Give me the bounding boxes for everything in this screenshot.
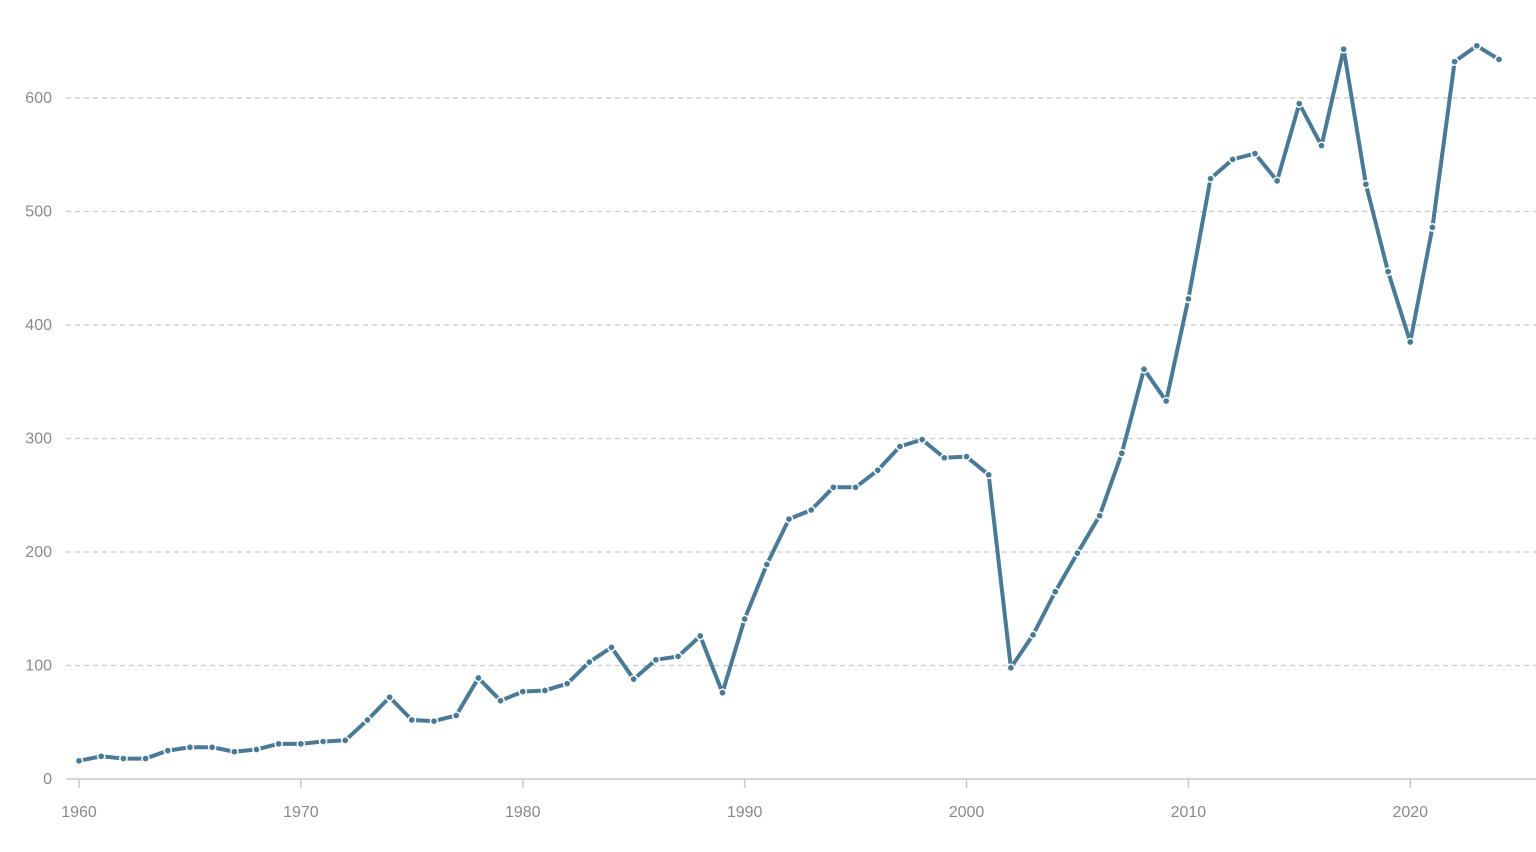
data-point[interactable] [1028, 630, 1038, 640]
data-point[interactable] [540, 686, 550, 695]
data-point[interactable] [340, 736, 350, 745]
y-tick-label: 400 [25, 317, 52, 334]
data-point[interactable] [718, 688, 727, 698]
data-point[interactable] [1006, 663, 1016, 673]
data-point[interactable] [1050, 587, 1060, 597]
data-point[interactable] [496, 696, 505, 706]
data-point[interactable] [1317, 141, 1326, 151]
data-point[interactable] [740, 614, 749, 624]
x-axis-labels: 1960 1970 1980 1990 2000 2010 2020 [61, 804, 1428, 821]
data-point[interactable] [252, 745, 261, 754]
data-point[interactable] [784, 514, 794, 524]
data-point[interactable] [939, 453, 949, 463]
data-point[interactable] [1472, 41, 1482, 51]
data-point[interactable] [1450, 57, 1459, 67]
x-tick-label: 1960 [61, 804, 97, 821]
data-point[interactable] [1383, 267, 1393, 277]
data-point[interactable] [518, 687, 528, 696]
data-point[interactable] [1073, 548, 1082, 558]
series-line [77, 43, 1501, 763]
data-point[interactable] [229, 747, 239, 757]
data-point[interactable] [806, 505, 816, 515]
y-tick-label: 300 [25, 431, 52, 448]
data-point[interactable] [1294, 99, 1304, 109]
y-tick-label: 0 [43, 771, 52, 788]
data-point[interactable] [318, 737, 328, 746]
data-point[interactable] [296, 739, 306, 749]
data-point[interactable] [474, 673, 483, 683]
x-tick-label: 1980 [505, 804, 541, 821]
data-point[interactable] [873, 465, 883, 475]
data-point[interactable] [385, 692, 394, 702]
data-point[interactable] [1139, 364, 1149, 374]
y-axis-labels: 0 100 200 300 400 500 600 [25, 90, 52, 788]
data-point[interactable] [584, 657, 594, 667]
x-tick-label: 1970 [283, 804, 319, 821]
data-point[interactable] [1339, 44, 1349, 54]
x-axis [66, 778, 1536, 788]
data-point[interactable] [429, 716, 439, 726]
data-point[interactable] [185, 742, 195, 752]
y-tick-label: 100 [25, 658, 52, 675]
data-point[interactable] [562, 679, 572, 689]
data-point[interactable] [917, 435, 927, 444]
data-point[interactable] [1206, 174, 1215, 183]
data-point[interactable] [1228, 154, 1238, 164]
data-point[interactable] [1428, 223, 1437, 232]
data-point[interactable] [1405, 337, 1415, 347]
data-point[interactable] [895, 442, 905, 451]
y-tick-label: 500 [25, 204, 52, 221]
data-point[interactable] [451, 711, 461, 720]
data-point[interactable] [851, 482, 860, 492]
grid-layer [66, 97, 1536, 667]
data-point[interactable] [1361, 179, 1371, 189]
y-tick-label: 200 [25, 544, 52, 561]
data-point[interactable] [363, 715, 372, 725]
data-point[interactable] [407, 715, 417, 725]
data-point[interactable] [651, 655, 661, 665]
x-tick-label: 2000 [949, 804, 985, 821]
data-point[interactable] [1184, 294, 1193, 304]
data-point[interactable] [96, 751, 106, 761]
data-point[interactable] [1494, 55, 1504, 64]
x-tick-label: 1990 [727, 804, 763, 821]
data-point[interactable] [762, 560, 772, 569]
y-tick-label: 600 [25, 90, 52, 107]
series-layer [77, 43, 1501, 763]
data-point[interactable] [695, 631, 705, 641]
data-point[interactable] [629, 674, 639, 684]
data-point[interactable] [1161, 396, 1171, 406]
x-tick-label: 2020 [1392, 804, 1428, 821]
data-point[interactable] [829, 482, 838, 492]
data-point[interactable] [163, 746, 173, 755]
data-point[interactable] [1117, 448, 1127, 458]
data-point[interactable] [1272, 176, 1282, 186]
data-point[interactable] [74, 756, 84, 766]
data-point[interactable] [1095, 511, 1104, 521]
data-point[interactable] [207, 742, 217, 752]
data-point[interactable] [962, 452, 971, 462]
data-point[interactable] [274, 739, 284, 749]
data-point[interactable] [607, 642, 616, 652]
data-point[interactable] [141, 754, 150, 763]
data-point[interactable] [119, 754, 128, 763]
x-tick-label: 2010 [1171, 804, 1207, 821]
data-point[interactable] [1250, 149, 1260, 158]
point-layer [74, 41, 1504, 766]
data-point[interactable] [984, 470, 994, 480]
data-point[interactable] [673, 652, 683, 661]
